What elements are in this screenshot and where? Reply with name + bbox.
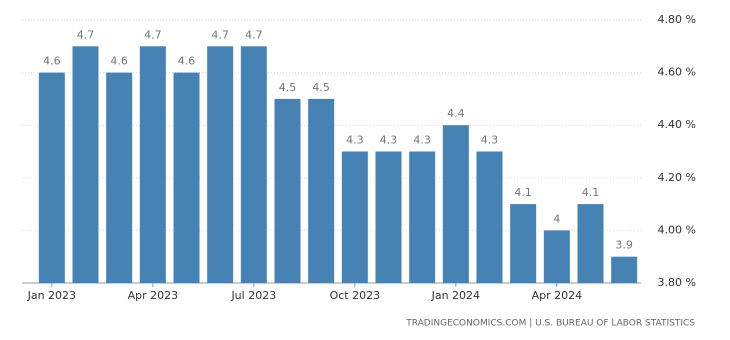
value-label: 4.5: [312, 81, 330, 94]
source: TRADINGECONOMICS.COM | U.S. BUREAU OF LA…: [405, 319, 695, 329]
bar: [375, 151, 402, 283]
bar: [38, 72, 65, 283]
value-label: 4.3: [346, 134, 364, 147]
y-tick-label: 4.60 %: [658, 66, 696, 79]
value-label: 4.7: [245, 28, 263, 41]
value-label: 4.5: [279, 81, 297, 94]
bar: [611, 256, 638, 283]
value-label: 4: [553, 212, 560, 225]
bar: [510, 204, 537, 283]
bar: [274, 98, 301, 284]
bar: [543, 230, 570, 283]
bar: [476, 151, 503, 283]
value-label: 4.3: [481, 134, 499, 147]
value-label: 4.3: [380, 134, 398, 147]
value-label: 4.1: [582, 186, 600, 199]
bar: [341, 151, 368, 283]
bar: [139, 46, 166, 283]
bar: [72, 46, 99, 283]
value-label: 4.6: [178, 55, 196, 68]
x-tick-label: Oct 2023: [330, 289, 381, 302]
value-label: 4.3: [413, 134, 431, 147]
bar: [173, 72, 200, 283]
bar: [577, 204, 604, 283]
value-label: 4.7: [211, 28, 229, 41]
x-tick-label: Apr 2023: [128, 289, 179, 302]
value-label: 4.7: [77, 28, 95, 41]
value-label: 4.1: [514, 186, 532, 199]
y-tick-label: 3.80 %: [658, 276, 696, 289]
x-tick-label: Jan 2023: [27, 289, 76, 302]
bar: [442, 125, 469, 283]
x-tick-label: Jul 2023: [230, 289, 276, 302]
y-tick-label: 4.20 %: [658, 171, 696, 184]
value-label: 4.6: [110, 55, 128, 68]
bar: [106, 72, 133, 283]
value-label: 3.9: [615, 239, 633, 252]
y-tick-label: 4.40 %: [658, 118, 696, 131]
bar: [409, 151, 436, 283]
value-label: 4.4: [447, 107, 465, 120]
x-tick-label: Jan 2024: [431, 289, 480, 302]
y-tick-label: 4.80 %: [658, 13, 696, 26]
bar: [308, 98, 335, 284]
x-tick-label: Apr 2024: [532, 289, 583, 302]
bar: [207, 46, 234, 283]
value-label: 4.7: [144, 28, 162, 41]
value-label: 4.6: [43, 55, 61, 68]
y-tick-label: 4.00 %: [658, 223, 696, 236]
bar: [240, 46, 267, 283]
